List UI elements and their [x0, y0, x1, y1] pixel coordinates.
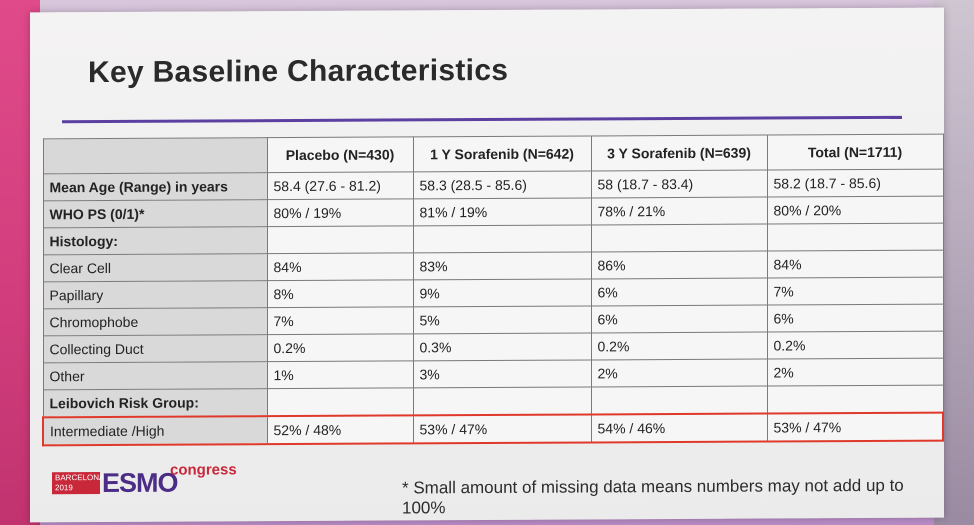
row-label: Intermediate /High — [43, 416, 267, 446]
table-cell — [767, 385, 943, 414]
table-cell: 0.2% — [767, 331, 943, 360]
logo-brand: ESMO — [102, 467, 178, 499]
table-cell: 7% — [267, 306, 413, 335]
table-cell: 58.3 (28.5 - 85.6) — [413, 170, 591, 199]
column-header-1y-sorafenib: 1 Y Sorafenib (N=642) — [413, 135, 591, 172]
table-cell: 58.4 (27.6 - 81.2) — [267, 171, 413, 200]
esmo-congress-logo: BARCELONA 2019 ESMO congress — [52, 461, 262, 500]
table-cell: 5% — [413, 305, 591, 334]
table-cell: 6% — [767, 304, 943, 333]
table-cell: 7% — [767, 277, 943, 306]
table-cell: 58 (18.7 - 83.4) — [591, 170, 767, 198]
table-cell: 0.3% — [413, 332, 591, 361]
row-label: Mean Age (Range) in years — [43, 172, 267, 201]
table-cell: 2% — [767, 358, 943, 387]
table-cell: 52% / 48% — [267, 415, 413, 445]
table-cell — [413, 224, 591, 253]
header-corner — [43, 137, 267, 174]
table-cell: 84% — [767, 250, 943, 279]
logo-year: 2019 — [55, 483, 73, 493]
column-header-3y-sorafenib: 3 Y Sorafenib (N=639) — [591, 135, 767, 171]
table-cell — [267, 225, 413, 254]
table-cell — [591, 224, 767, 252]
table-cell: 80% / 20% — [767, 196, 943, 225]
column-header-total: Total (N=1711) — [767, 134, 943, 171]
logo-city: BARCELONA — [55, 473, 105, 483]
table-cell: 3% — [413, 359, 591, 388]
highlighted-table-row: Intermediate /High 52% / 48% 53% / 47% 5… — [43, 412, 943, 446]
table-cell: 1% — [267, 360, 413, 389]
table-cell: 54% / 46% — [591, 413, 767, 443]
slide-title: Key Baseline Characteristics — [88, 53, 509, 90]
table-cell — [591, 386, 767, 415]
row-label: WHO PS (0/1)* — [43, 199, 267, 228]
row-label: Leibovich Risk Group: — [43, 388, 267, 418]
row-label: Papillary — [43, 280, 267, 309]
table-cell: 8% — [267, 279, 413, 308]
table-cell: 80% / 19% — [267, 198, 413, 227]
table-cell: 0.2% — [591, 332, 767, 360]
table-cell: 0.2% — [267, 333, 413, 362]
table-cell: 84% — [267, 252, 413, 281]
row-label: Chromophobe — [43, 307, 267, 336]
table-cell: 78% / 21% — [591, 197, 767, 225]
logo-suffix: congress — [170, 461, 237, 479]
table-header-row: Placebo (N=430) 1 Y Sorafenib (N=642) 3 … — [43, 134, 943, 174]
footnote: * Small amount of missing data means num… — [402, 475, 904, 518]
table-cell: 6% — [591, 278, 767, 306]
table-cell: 86% — [591, 251, 767, 279]
presentation-slide: Key Baseline Characteristics Placebo (N=… — [30, 7, 944, 523]
row-label: Collecting Duct — [43, 334, 267, 363]
table-cell: 81% / 19% — [413, 197, 591, 226]
column-header-placebo: Placebo (N=430) — [267, 136, 413, 173]
table-cell: 9% — [413, 278, 591, 307]
table-cell: 53% / 47% — [413, 414, 591, 444]
table-cell — [767, 223, 943, 252]
row-label: Histology: — [43, 226, 267, 255]
table-cell: 6% — [591, 305, 767, 333]
baseline-characteristics-table: Placebo (N=430) 1 Y Sorafenib (N=642) 3 … — [42, 134, 944, 447]
title-underline — [62, 115, 902, 124]
table-cell: 2% — [591, 359, 767, 387]
table-cell: 53% / 47% — [767, 412, 943, 442]
table-cell: 58.2 (18.7 - 85.6) — [767, 169, 943, 198]
table-cell: 83% — [413, 251, 591, 280]
table-cell — [267, 387, 413, 417]
logo-city-badge: BARCELONA 2019 — [52, 472, 105, 495]
row-label: Clear Cell — [43, 253, 267, 282]
row-label: Other — [43, 361, 267, 390]
table-cell — [413, 386, 591, 416]
